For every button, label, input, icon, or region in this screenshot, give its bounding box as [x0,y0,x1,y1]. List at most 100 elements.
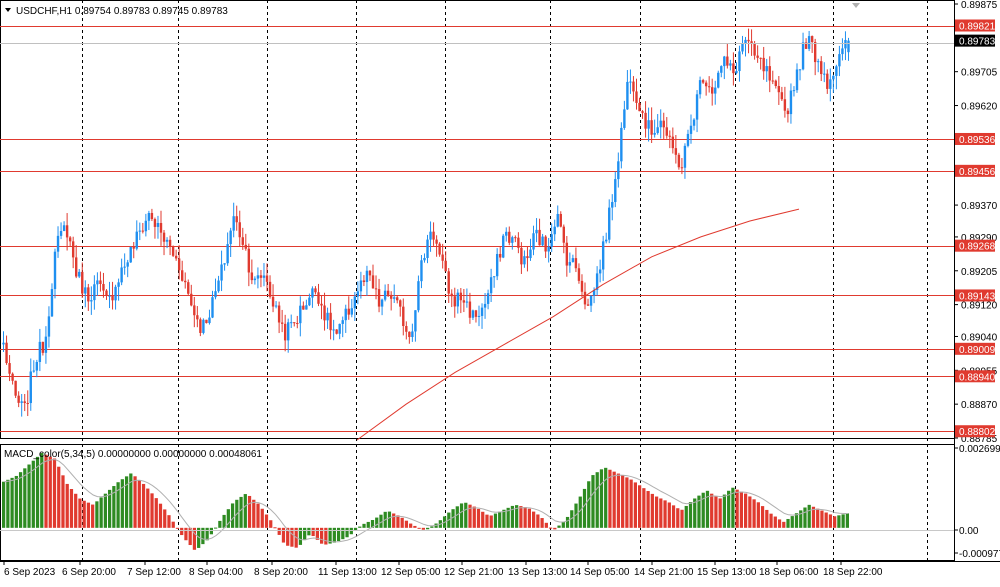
macd-axis[interactable]: 0.0026994 0.00 -0.0009772 [954,444,1000,560]
candle-body[interactable] [159,222,163,233]
candle-body[interactable] [117,282,120,287]
candle-body[interactable] [829,79,832,89]
candle-body[interactable] [768,66,771,81]
candle-body[interactable] [704,82,708,87]
candle-body[interactable] [102,283,105,291]
candle-body[interactable] [153,219,157,227]
candle-body[interactable] [741,43,744,52]
candle-body[interactable] [680,167,684,169]
candle-body[interactable] [677,154,681,168]
candle-body[interactable] [344,308,347,321]
candle-body[interactable] [168,239,172,247]
candle-body[interactable] [150,212,154,220]
candle-body[interactable] [232,216,235,231]
candle-body[interactable] [393,297,396,299]
candle-body[interactable] [371,275,375,289]
candle-body[interactable] [50,289,54,317]
candle-body[interactable] [659,120,662,128]
candle-body[interactable] [23,401,26,404]
candle-body[interactable] [93,284,96,301]
candle-body[interactable] [780,92,784,100]
candle-body[interactable] [583,291,587,305]
candle-body[interactable] [302,305,305,310]
candle-body[interactable] [111,295,114,301]
candle-body[interactable] [411,331,414,338]
candle-body[interactable] [171,246,175,256]
candle-body[interactable] [777,86,781,93]
candle-body[interactable] [789,90,793,115]
candle-body[interactable] [847,40,850,53]
candle-body[interactable] [771,80,774,82]
candle-body[interactable] [450,293,453,297]
candle-body[interactable] [483,303,487,308]
candle-body[interactable] [671,136,675,149]
candle-body[interactable] [141,230,145,232]
price-level-label-box[interactable] [955,370,995,383]
candle-body[interactable] [701,80,705,83]
candle-body[interactable] [105,290,108,297]
candle-body[interactable] [277,305,281,323]
candle-body[interactable] [495,253,499,277]
candle-body[interactable] [32,370,35,372]
candle-body[interactable] [459,292,463,301]
candle-body[interactable] [826,73,829,89]
candle-body[interactable] [762,57,765,72]
candle-body[interactable] [383,290,387,300]
candle-body[interactable] [532,233,535,250]
candle-body[interactable] [714,87,717,94]
candle-body[interactable] [783,99,787,111]
candle-body[interactable] [177,258,181,271]
candle-body[interactable] [226,244,229,264]
candle-body[interactable] [417,281,420,311]
candle-body[interactable] [735,71,738,74]
candle-body[interactable] [441,254,444,261]
candle-body[interactable] [723,56,726,67]
candle-body[interactable] [732,63,735,74]
candle-body[interactable] [423,257,426,261]
candle-body[interactable] [717,72,720,88]
candle-body[interactable] [138,230,141,232]
candle-body[interactable] [374,288,378,290]
candle-body[interactable] [632,81,635,92]
candle-body[interactable] [547,246,550,252]
candle-body[interactable] [396,297,399,301]
candle-body[interactable] [247,248,251,273]
candle-body[interactable] [135,231,138,249]
candle-body[interactable] [620,127,623,162]
symbol-menu-icon[interactable] [5,8,11,12]
candle-body[interactable] [290,322,293,324]
price-level-label-box[interactable] [955,132,995,145]
candle-body[interactable] [508,231,511,243]
candle-body[interactable] [81,271,84,294]
price-level-label-box[interactable] [955,289,995,302]
candle-body[interactable] [202,319,205,333]
candle-body[interactable] [268,281,272,297]
main-chart-panel[interactable] [0,0,955,439]
candle-body[interactable] [283,323,287,341]
candle-body[interactable] [550,234,553,247]
candle-body[interactable] [614,179,617,203]
candle-body[interactable] [844,39,847,49]
candle-body[interactable] [229,230,232,245]
candle-body[interactable] [217,280,220,292]
candle-body[interactable] [750,41,753,44]
candle-body[interactable] [744,39,747,44]
candle-body[interactable] [71,241,75,258]
candle-body[interactable] [665,127,668,136]
candle-body[interactable] [329,312,332,331]
candle-body[interactable] [668,135,671,137]
candle-body[interactable] [365,270,369,283]
candle-body[interactable] [456,292,459,307]
candle-body[interactable] [662,120,665,128]
candle-body[interactable] [792,90,796,92]
candle-body[interactable] [817,61,820,63]
candle-body[interactable] [156,222,160,227]
candle-body[interactable] [114,286,117,301]
candle-body[interactable] [611,202,614,208]
candle-body[interactable] [692,119,696,126]
candle-body[interactable] [199,319,202,333]
candle-body[interactable] [317,292,320,304]
candle-body[interactable] [5,342,8,364]
time-axis[interactable]: 6 Sep 2023 6 Sep 20:00 7 Sep 12:00 8 Sep 04… [3,561,883,578]
